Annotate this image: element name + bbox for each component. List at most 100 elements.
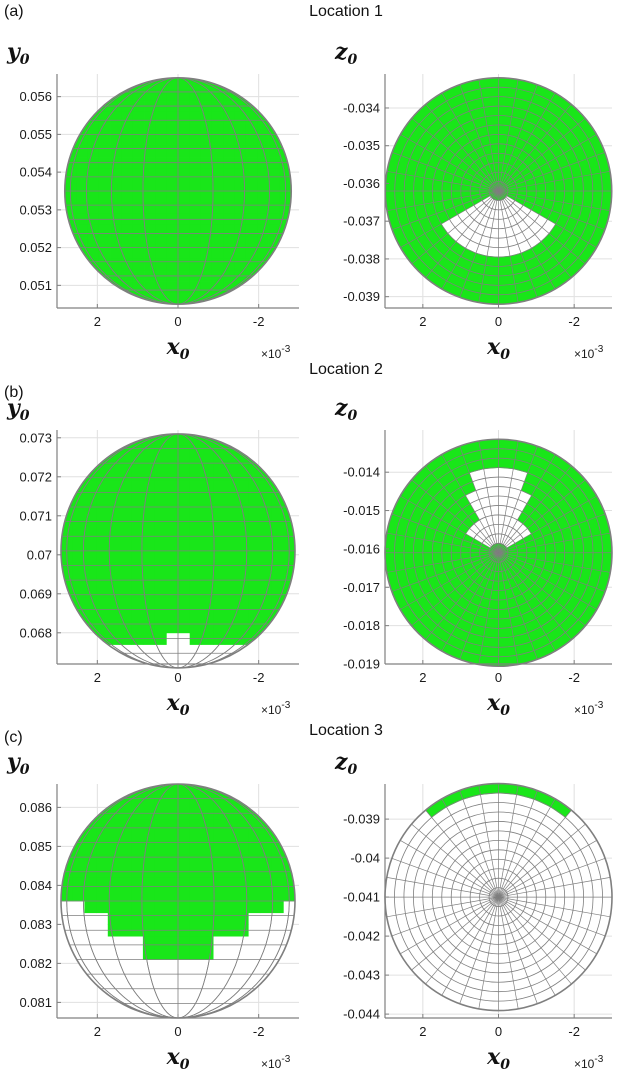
covered-patch [72, 445, 85, 458]
spoke-line [498, 798, 556, 898]
covered-patch [64, 89, 77, 101]
covered-patch [96, 504, 109, 517]
spoke-line [498, 190, 556, 290]
covered-patch [110, 191, 122, 203]
y-tick-label: -0.017 [343, 580, 380, 595]
x-scale-exponent: -3 [594, 344, 603, 355]
covered-patch [121, 89, 134, 101]
covered-patch [142, 469, 155, 482]
covered-patch [178, 191, 190, 203]
covered-patch [283, 562, 295, 575]
covered-patch [98, 292, 111, 305]
covered-patch [166, 168, 179, 181]
covered-patch [211, 258, 224, 271]
covered-patch [213, 912, 226, 925]
covered-patch [224, 912, 237, 925]
covered-patch [236, 550, 249, 563]
covered-patch [98, 123, 111, 135]
covered-patch [200, 191, 213, 203]
y-tick-label: -0.014 [343, 465, 380, 480]
spoke-line [498, 552, 538, 660]
covered-patch [178, 179, 190, 192]
spoke-line [498, 877, 611, 898]
sphere-mesh-group [385, 783, 612, 1011]
covered-patch [259, 445, 272, 458]
spoke-line [498, 896, 597, 955]
covered-patch [96, 889, 109, 902]
covered-patch [279, 89, 292, 101]
covered-patch [178, 539, 191, 552]
covered-patch [107, 597, 120, 610]
x-tick-label: -2 [253, 314, 265, 329]
covered-patch [200, 236, 213, 249]
covered-patch [166, 597, 179, 610]
covered-patch [572, 537, 584, 553]
covered-patch [87, 247, 100, 260]
x-scale-exponent: -3 [281, 700, 290, 711]
spoke-line [411, 479, 499, 554]
sphere-outline [60, 433, 296, 669]
covered-patch [234, 247, 247, 260]
spoke-line [498, 104, 572, 192]
covered-patch [189, 179, 202, 192]
covered-patch [178, 936, 191, 949]
sphere-mesh-group [385, 77, 612, 305]
covered-patch [155, 224, 168, 237]
spoke-line [478, 897, 499, 1009]
covered-patch [166, 145, 179, 158]
spoke-line [441, 798, 499, 898]
covered-patch [87, 145, 100, 158]
covered-patch [224, 562, 237, 575]
covered-patch [96, 527, 109, 540]
covered-patch [98, 89, 111, 101]
covered-patch [98, 258, 111, 271]
x-axis-label-main: x [166, 690, 181, 716]
covered-patch [132, 111, 145, 124]
covered-patch [98, 224, 111, 237]
covered-patch [259, 457, 272, 470]
covered-patch [154, 539, 167, 552]
covered-patch [189, 224, 202, 237]
covered-patch [166, 123, 179, 135]
covered-patch [257, 134, 269, 147]
covered-patch [132, 258, 145, 271]
x-tick-label: 2 [94, 670, 101, 685]
covered-patch [131, 854, 144, 867]
y-axis-label: y0 [6, 749, 30, 778]
y-axis-label-sub: 0 [20, 762, 30, 778]
covered-patch [211, 224, 224, 237]
covered-patch [110, 224, 122, 237]
spoke-line [498, 896, 538, 1004]
covered-patch [189, 134, 202, 147]
covered-patch [72, 457, 85, 470]
covered-patch [271, 889, 284, 902]
covered-patch [245, 202, 258, 215]
covered-patch [211, 89, 224, 101]
covered-patch [96, 433, 109, 446]
covered-patch [201, 901, 214, 914]
spoke-line [386, 532, 499, 554]
covered-patch [110, 123, 122, 135]
y-tick-label: -0.036 [343, 176, 380, 191]
x-axis-label-sub: 0 [500, 703, 510, 719]
covered-patch [245, 281, 258, 294]
covered-patch [213, 597, 226, 610]
covered-patch [223, 168, 236, 181]
covered-patch [271, 807, 284, 820]
y-axis-label-sub: 0 [20, 52, 30, 68]
y-tick-label: -0.044 [343, 1007, 380, 1022]
covered-patch [248, 889, 261, 902]
covered-patch [64, 168, 77, 181]
covered-patch [189, 247, 202, 260]
covered-patch [72, 469, 85, 482]
covered-patch [107, 901, 120, 914]
covered-patch [121, 123, 134, 135]
x-tick-label: 0 [495, 1024, 502, 1039]
x-tick-label: 0 [174, 314, 181, 329]
covered-patch [76, 270, 88, 282]
covered-patch [498, 617, 512, 629]
covered-patch [61, 632, 74, 645]
covered-patch [155, 89, 168, 101]
spoke-line [441, 92, 499, 192]
y-tick-label: 0.056 [19, 89, 52, 104]
